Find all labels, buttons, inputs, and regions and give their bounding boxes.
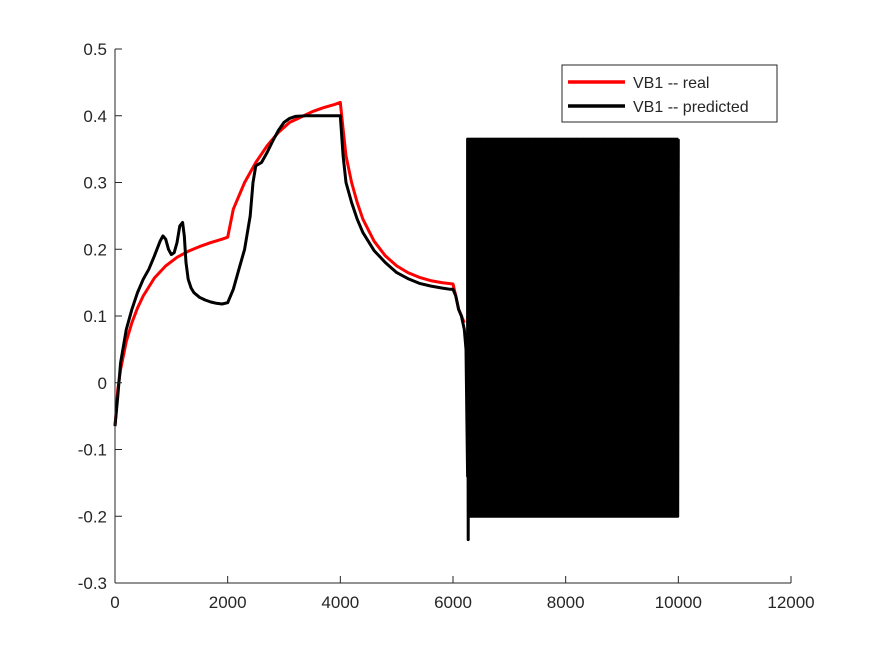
x-tick-label: 4000	[321, 593, 359, 612]
x-tick-label: 2000	[209, 593, 247, 612]
y-tick-label: 0.2	[83, 240, 107, 259]
y-tick-label: 0.4	[83, 107, 107, 126]
y-tick-label: -0.3	[78, 574, 107, 593]
y-tick-label: 0.1	[83, 307, 107, 326]
series-line-predicted	[113, 114, 680, 542]
x-tick-label: 0	[110, 593, 119, 612]
legend: VB1 -- real VB1 -- predicted	[561, 64, 778, 123]
y-tick-label: 0.3	[83, 174, 107, 193]
x-tick-label: 8000	[547, 593, 585, 612]
legend-label-real: VB1 -- real	[633, 75, 709, 92]
x-tick-label: 6000	[434, 593, 472, 612]
plot-area	[113, 100, 680, 542]
legend-box	[561, 64, 778, 123]
y-axis-ticks: -0.3 -0.2 -0.1 0 0.1 0.2 0.3 0.4 0.5	[78, 40, 122, 593]
x-tick-label: 10000	[655, 593, 702, 612]
x-axis-ticks: 0 2000 4000 6000 8000 10000 12000	[110, 576, 815, 612]
y-tick-label: 0.5	[83, 40, 107, 59]
series-line-real	[113, 100, 466, 427]
y-tick-label: -0.2	[78, 507, 107, 526]
y-tick-label: -0.1	[78, 441, 107, 460]
legend-label-predicted: VB1 -- predicted	[633, 99, 749, 116]
y-tick-label: 0	[98, 374, 107, 393]
x-tick-label: 12000	[767, 593, 814, 612]
